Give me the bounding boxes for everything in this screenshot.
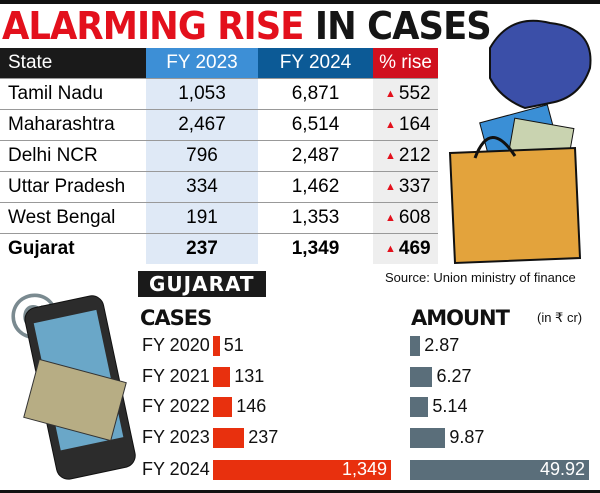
bag-icon	[448, 146, 582, 265]
table-header: State FY 2023 FY 2024 % rise	[0, 48, 438, 79]
data-label: 131	[234, 366, 265, 386]
category-label: FY 2022	[142, 396, 210, 416]
cell-fy2024: 1,349	[258, 233, 373, 264]
triangle-up-icon: ▲	[385, 119, 396, 131]
header-rise: % rise	[373, 48, 438, 79]
cell-state: Tamil Nadu	[0, 78, 146, 110]
triangle-up-icon: ▲	[385, 181, 396, 193]
cell-fy2024: 1,353	[258, 202, 373, 234]
category-label: FY 2020	[142, 335, 210, 355]
cell-rise: ▲ 552	[373, 78, 438, 110]
cases-bar	[213, 460, 391, 480]
headline-black: IN CASES	[314, 4, 492, 48]
amount-title: AMOUNT	[411, 306, 510, 330]
glove-bag-illustration	[448, 19, 592, 265]
category-label: FY 2024	[142, 459, 210, 479]
cell-fy2023: 796	[146, 140, 258, 172]
data-label: 2.87	[424, 335, 460, 355]
cell-rise: ▲ 469	[373, 233, 438, 264]
data-label: 51	[223, 335, 244, 355]
cell-fy2023: 334	[146, 171, 258, 203]
cases-bar	[213, 336, 220, 356]
cases-bar	[213, 367, 231, 387]
data-label: 49.92	[539, 459, 585, 479]
rise-value: 212	[398, 145, 431, 166]
glove-icon	[489, 19, 592, 110]
category-label: FY 2023	[142, 427, 210, 447]
cell-fy2023: 2,467	[146, 109, 258, 141]
top-rule	[0, 0, 600, 4]
data-label: 146	[236, 396, 267, 416]
triangle-up-icon: ▲	[385, 88, 396, 100]
cell-rise: ▲ 164	[373, 109, 438, 141]
table-row: Uttar Pradesh 334 1,462 ▲ 337	[0, 171, 438, 203]
data-label: 6.27	[436, 366, 472, 386]
cell-rise: ▲ 212	[373, 140, 438, 172]
amount-bar	[410, 367, 433, 387]
cell-fy2024: 1,462	[258, 171, 373, 203]
rise-value: 552	[398, 83, 431, 104]
cell-fy2023: 191	[146, 202, 258, 234]
cases-bar	[213, 428, 245, 448]
rise-value: 337	[398, 176, 431, 197]
category-label: FY 2021	[142, 366, 210, 386]
cases-title: CASES	[140, 306, 212, 330]
triangle-up-icon: ▲	[385, 243, 396, 255]
cell-fy2024: 6,871	[258, 78, 373, 110]
cell-state: Maharashtra	[0, 109, 146, 141]
data-label: 9.87	[449, 427, 485, 447]
table-row: Gujarat 237 1,349 ▲ 469	[0, 233, 438, 264]
header-fy2023: FY 2023	[146, 48, 258, 79]
phone-illustration: @	[8, 283, 136, 480]
cell-state: Delhi NCR	[0, 140, 146, 172]
source-note: Source: Union ministry of finance	[385, 270, 576, 285]
cell-state: West Bengal	[0, 202, 146, 234]
amount-bar	[410, 428, 446, 448]
amount-bar	[410, 397, 429, 417]
cell-fy2024: 2,487	[258, 140, 373, 172]
cell-fy2023: 1,053	[146, 78, 258, 110]
cell-state: Gujarat	[0, 233, 146, 264]
header-state: State	[0, 48, 146, 79]
cell-state: Uttar Pradesh	[0, 171, 146, 203]
section-label: GUJARAT	[138, 271, 266, 297]
cell-fy2024: 6,514	[258, 109, 373, 141]
rise-value: 164	[398, 114, 431, 135]
rise-value: 469	[398, 238, 431, 259]
cash-icon	[23, 358, 127, 442]
headline-red: ALARMING RISE	[2, 4, 304, 48]
data-label: 5.14	[432, 396, 468, 416]
header-fy2024: FY 2024	[258, 48, 373, 79]
table-row: Tamil Nadu 1,053 6,871 ▲ 552	[0, 78, 438, 110]
amount-bar	[410, 336, 421, 356]
triangle-up-icon: ▲	[385, 150, 396, 162]
table-row: West Bengal 191 1,353 ▲ 608	[0, 202, 438, 234]
data-label: 237	[248, 427, 279, 447]
states-table: State FY 2023 FY 2024 % rise Tamil Nadu 1…	[0, 48, 438, 264]
headline: ALARMING RISE IN CASES	[2, 4, 492, 48]
cell-rise: ▲ 608	[373, 202, 438, 234]
cell-rise: ▲ 337	[373, 171, 438, 203]
table-row: Maharashtra 2,467 6,514 ▲ 164	[0, 109, 438, 141]
triangle-up-icon: ▲	[385, 212, 396, 224]
cell-fy2023: 237	[146, 233, 258, 264]
data-label: 1,349	[341, 459, 387, 479]
cases-bar	[213, 397, 233, 417]
rise-value: 608	[398, 207, 431, 228]
table-row: Delhi NCR 796 2,487 ▲ 212	[0, 140, 438, 172]
bottom-rule	[0, 490, 600, 493]
amount-bar	[410, 460, 589, 480]
amount-unit: (in ₹ cr)	[537, 310, 583, 325]
